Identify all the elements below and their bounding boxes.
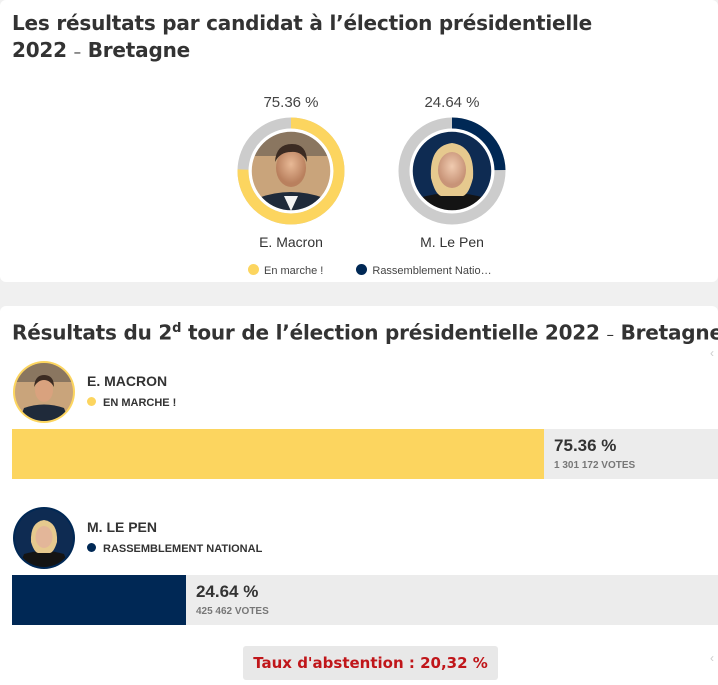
lepen-portrait-icon xyxy=(13,507,75,569)
legend-swatch xyxy=(248,264,259,275)
party-name: EN MARCHE ! xyxy=(103,397,177,409)
scroll-arrow-icon[interactable]: ‹ xyxy=(710,651,714,665)
section-title: Les résultats par candidat à l’élection … xyxy=(12,10,652,66)
title-separator: – xyxy=(606,325,615,344)
party-dot xyxy=(87,543,96,552)
title-superscript: d xyxy=(172,321,182,336)
region-name: Bretagne xyxy=(87,38,190,62)
legend-item-rassemblement-national[interactable]: Rassemblement Natio… xyxy=(356,264,492,277)
party-dot xyxy=(87,397,96,406)
data-label: 75.36 % xyxy=(263,94,319,111)
legend-label: Rassemblement Natio… xyxy=(372,265,492,277)
title-text-start: Résultats du 2 xyxy=(12,320,173,345)
bar-votes-label: 425 462 VOTES xyxy=(195,606,269,617)
scroll-arrow-icon[interactable]: ‹ xyxy=(710,346,714,360)
chart-legend: En marche ! Rassemblement Natio… xyxy=(248,264,522,277)
bar-track: 75.36 % 1 301 172 VOTES xyxy=(12,429,718,479)
title-text: Les résultats par candidat à l’élection … xyxy=(12,11,593,62)
donut-slice-lepen xyxy=(398,117,506,225)
legend-item-en-marche[interactable]: En marche ! xyxy=(248,264,323,277)
macron-portrait-icon xyxy=(251,131,331,211)
donut-slice-macron xyxy=(237,117,345,225)
legend-label: En marche ! xyxy=(264,265,324,277)
section-title: Résultats du 2d tour de l’élection prési… xyxy=(12,315,718,349)
donut-lepen: 24.64 % M. Le Pen xyxy=(387,92,517,250)
candidate-label: E. Macron xyxy=(259,234,323,250)
bar-percent-label: 24.64 % xyxy=(195,582,259,601)
party-label: EN MARCHE ! xyxy=(87,397,176,409)
donut-chart-macron xyxy=(237,117,345,225)
candidate-label: M. Le Pen xyxy=(420,234,484,250)
results-by-candidate-card: Les résultats par candidat à l’élection … xyxy=(0,0,718,282)
bar-track: 24.64 % 425 462 VOTES xyxy=(12,575,718,625)
candidate-row-macron: E. MACRON EN MARCHE ! 75.36 % 1 301 172 … xyxy=(12,360,718,480)
candidate-row-lepen: M. LE PEN RASSEMBLEMENT NATIONAL 24.64 %… xyxy=(12,506,718,626)
data-label: 24.64 % xyxy=(424,94,480,111)
lepen-portrait-icon xyxy=(412,131,492,211)
bar-votes-label: 1 301 172 VOTES xyxy=(554,460,636,471)
donut-chart-lepen xyxy=(398,117,506,225)
candidate-name: M. LE PEN xyxy=(87,519,158,535)
macron-portrait-icon xyxy=(13,361,75,423)
legend-swatch xyxy=(356,264,368,275)
abstention-rate: Taux d'abstention : 20,32 % xyxy=(243,646,498,680)
title-separator: – xyxy=(73,43,82,61)
party-label: RASSEMBLEMENT NATIONAL xyxy=(87,543,262,555)
bar-macron xyxy=(12,429,545,479)
party-name: RASSEMBLEMENT NATIONAL xyxy=(103,543,263,555)
bar-percent-label: 75.36 % xyxy=(554,436,617,455)
candidate-name: E. MACRON xyxy=(87,373,168,389)
bar-lepen xyxy=(12,575,186,625)
title-text-end: tour de l’élection présidentielle 2022 xyxy=(181,320,600,345)
region-name: Bretagne xyxy=(620,320,718,345)
donut-macron: 75.36 % E. Macron xyxy=(226,92,356,250)
